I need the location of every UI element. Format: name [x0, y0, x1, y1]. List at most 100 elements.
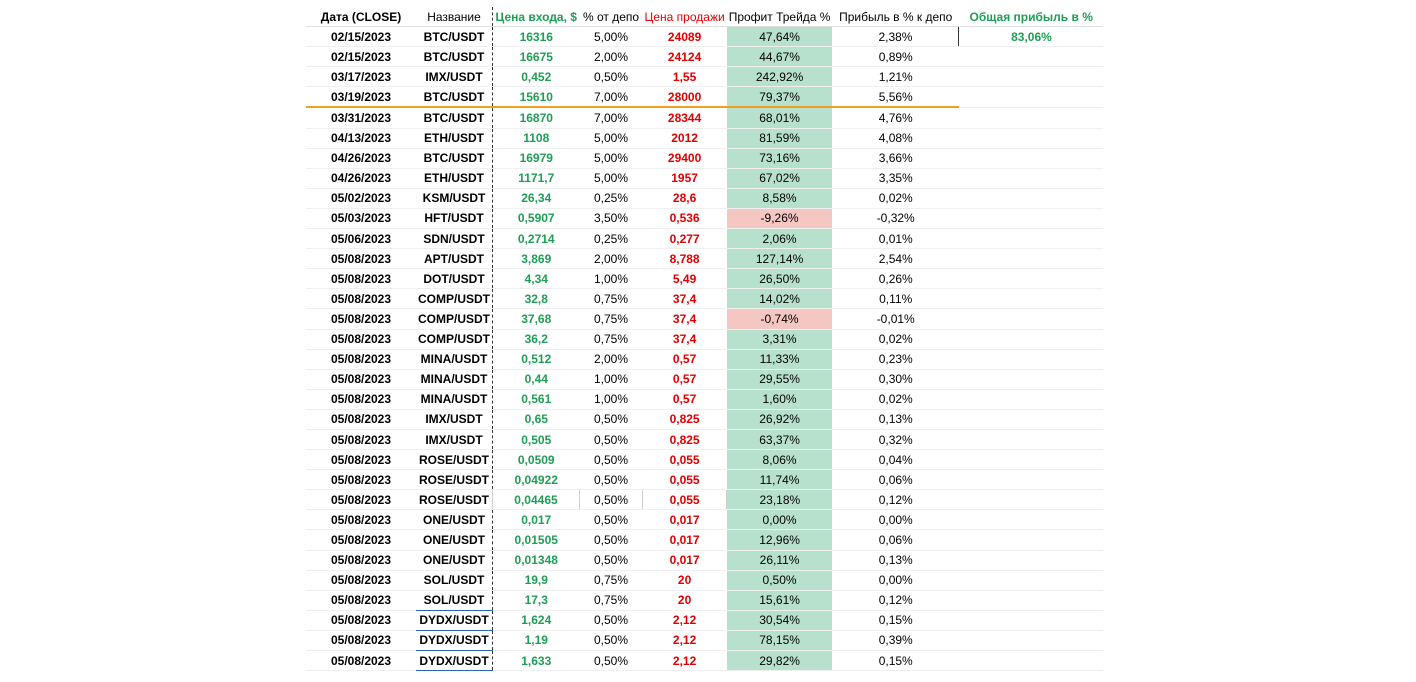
name-cell[interactable]: SOL/USDT: [416, 570, 493, 591]
trade-profit-cell[interactable]: 8,58%: [726, 188, 833, 209]
name-cell[interactable]: MINA/USDT: [416, 389, 493, 410]
sell-price-cell[interactable]: 1,55: [642, 66, 727, 88]
profit-to-depo-cell[interactable]: 0,15%: [832, 650, 959, 672]
pct-depo-cell[interactable]: 1,00%: [579, 268, 643, 290]
pct-depo-cell[interactable]: 5,00%: [579, 168, 643, 189]
trade-profit-cell[interactable]: 11,74%: [726, 469, 833, 491]
date-cell[interactable]: 03/19/2023: [306, 86, 416, 109]
sell-price-cell[interactable]: 0,055: [642, 469, 727, 491]
profit-to-depo-cell[interactable]: -0,01%: [832, 308, 959, 330]
date-cell[interactable]: 05/08/2023: [306, 550, 416, 571]
date-cell[interactable]: 05/03/2023: [306, 208, 416, 230]
name-cell[interactable]: ONE/USDT: [416, 509, 493, 531]
entry-price-cell[interactable]: 0,01505: [492, 529, 580, 551]
pct-depo-cell[interactable]: 0,75%: [579, 329, 643, 350]
sell-price-cell[interactable]: 5,49: [642, 268, 727, 290]
empty-cell[interactable]: [958, 329, 1104, 350]
entry-price-cell[interactable]: 16675: [492, 46, 580, 68]
trade-profit-cell[interactable]: 67,02%: [726, 168, 833, 189]
name-cell[interactable]: KSM/USDT: [416, 188, 493, 209]
name-cell[interactable]: COMP/USDT: [416, 329, 493, 350]
header-name[interactable]: Название: [416, 7, 493, 28]
trade-profit-cell[interactable]: 44,67%: [726, 46, 833, 68]
entry-price-cell[interactable]: 32,8: [492, 288, 580, 310]
pct-depo-cell[interactable]: 0,75%: [579, 308, 643, 330]
entry-price-cell[interactable]: 1,633: [492, 650, 580, 672]
entry-price-cell[interactable]: 1,624: [492, 610, 580, 631]
sell-price-cell[interactable]: 2,12: [642, 610, 727, 631]
name-cell[interactable]: BTC/USDT: [416, 107, 493, 129]
date-cell[interactable]: 05/08/2023: [306, 650, 416, 672]
entry-price-cell[interactable]: 36,2: [492, 329, 580, 350]
entry-price-cell[interactable]: 0,65: [492, 409, 580, 430]
name-cell[interactable]: ETH/USDT: [416, 168, 493, 189]
empty-cell[interactable]: [958, 429, 1104, 451]
empty-cell[interactable]: [958, 208, 1104, 230]
entry-price-cell[interactable]: 0,04465: [492, 489, 580, 511]
profit-to-depo-cell[interactable]: 0,06%: [832, 469, 959, 491]
entry-price-cell[interactable]: 37,68: [492, 308, 580, 330]
profit-to-depo-cell[interactable]: 1,21%: [832, 66, 959, 88]
pct-depo-cell[interactable]: 0,75%: [579, 570, 643, 591]
date-cell[interactable]: 05/08/2023: [306, 389, 416, 410]
empty-cell[interactable]: [958, 570, 1104, 591]
empty-cell[interactable]: [958, 630, 1104, 652]
trade-profit-cell[interactable]: 1,60%: [726, 389, 833, 410]
sell-price-cell[interactable]: 37,4: [642, 329, 727, 350]
name-cell[interactable]: BTC/USDT: [416, 148, 493, 169]
date-cell[interactable]: 05/08/2023: [306, 570, 416, 591]
empty-cell[interactable]: [958, 650, 1104, 672]
header-total-profit[interactable]: Общая прибыль в %: [958, 7, 1104, 28]
trade-profit-cell[interactable]: 11,33%: [726, 349, 833, 370]
profit-to-depo-cell[interactable]: 0,04%: [832, 449, 959, 471]
date-cell[interactable]: 05/08/2023: [306, 308, 416, 330]
header-entry-price[interactable]: Цена входа, $: [492, 7, 580, 28]
empty-cell[interactable]: [958, 529, 1104, 551]
entry-price-cell[interactable]: 15610: [492, 86, 580, 109]
name-cell[interactable]: APT/USDT: [416, 248, 493, 270]
pct-depo-cell[interactable]: 0,50%: [579, 630, 643, 652]
profit-to-depo-cell[interactable]: 0,00%: [832, 509, 959, 531]
entry-price-cell[interactable]: 16870: [492, 107, 580, 129]
trade-profit-cell[interactable]: 14,02%: [726, 288, 833, 310]
entry-price-cell[interactable]: 0,452: [492, 66, 580, 88]
date-cell[interactable]: 04/26/2023: [306, 168, 416, 189]
pct-depo-cell[interactable]: 1,00%: [579, 389, 643, 410]
sell-price-cell[interactable]: 8,788: [642, 248, 727, 270]
profit-to-depo-cell[interactable]: 0,23%: [832, 349, 959, 370]
pct-depo-cell[interactable]: 0,50%: [579, 550, 643, 571]
profit-to-depo-cell[interactable]: 4,08%: [832, 128, 959, 149]
entry-price-cell[interactable]: 0,01348: [492, 550, 580, 571]
trade-profit-cell[interactable]: -9,26%: [726, 208, 833, 230]
profit-to-depo-cell[interactable]: 4,76%: [832, 107, 959, 129]
trade-profit-cell[interactable]: 15,61%: [726, 590, 833, 611]
name-cell[interactable]: COMP/USDT: [416, 308, 493, 330]
empty-cell[interactable]: [958, 389, 1104, 410]
sell-price-cell[interactable]: 1957: [642, 168, 727, 189]
trade-profit-cell[interactable]: 26,50%: [726, 268, 833, 290]
sell-price-cell[interactable]: 29400: [642, 148, 727, 169]
entry-price-cell[interactable]: 16979: [492, 148, 580, 169]
entry-price-cell[interactable]: 0,2714: [492, 228, 580, 250]
entry-price-cell[interactable]: 0,505: [492, 429, 580, 451]
profit-to-depo-cell[interactable]: 0,02%: [832, 329, 959, 350]
name-cell[interactable]: ETH/USDT: [416, 128, 493, 149]
date-cell[interactable]: 05/08/2023: [306, 349, 416, 370]
sell-price-cell[interactable]: 2,12: [642, 650, 727, 672]
pct-depo-cell[interactable]: 0,50%: [579, 409, 643, 430]
trade-profit-cell[interactable]: 79,37%: [726, 86, 833, 109]
pct-depo-cell[interactable]: 0,50%: [579, 509, 643, 531]
date-cell[interactable]: 05/08/2023: [306, 630, 416, 652]
profit-to-depo-cell[interactable]: 0,01%: [832, 228, 959, 250]
entry-price-cell[interactable]: 0,512: [492, 349, 580, 370]
name-cell[interactable]: MINA/USDT: [416, 349, 493, 370]
empty-cell[interactable]: [958, 610, 1104, 631]
pct-depo-cell[interactable]: 2,00%: [579, 248, 643, 270]
empty-cell[interactable]: [958, 509, 1104, 531]
trade-profit-cell[interactable]: 81,59%: [726, 128, 833, 149]
sell-price-cell[interactable]: 28,6: [642, 188, 727, 209]
entry-price-cell[interactable]: 0,04922: [492, 469, 580, 491]
empty-cell[interactable]: [958, 228, 1104, 250]
sell-price-cell[interactable]: 20: [642, 590, 727, 611]
date-cell[interactable]: 05/08/2023: [306, 469, 416, 491]
